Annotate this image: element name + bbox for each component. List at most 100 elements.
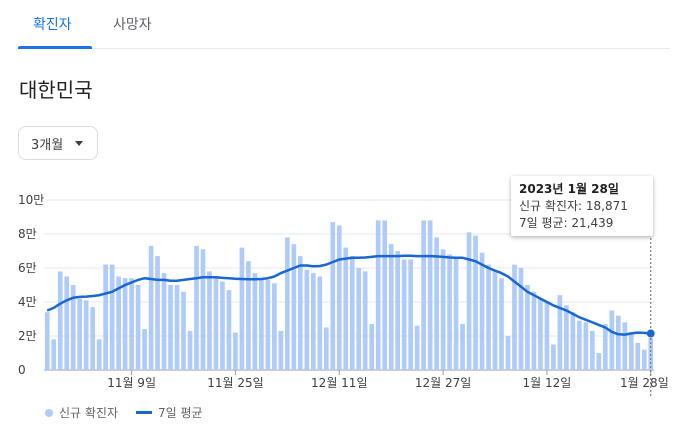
case-bar bbox=[628, 334, 634, 370]
case-bar bbox=[83, 300, 89, 370]
cases-chart[interactable]: 0 2만 4만 6만 8만 10만 11월 9일 11월 25일 12월 11일 12월 27일 1… bbox=[0, 175, 685, 400]
case-bar bbox=[323, 327, 329, 370]
case-bar bbox=[518, 268, 524, 370]
case-bar bbox=[492, 271, 498, 370]
case-bar bbox=[194, 245, 199, 370]
case-bar bbox=[252, 273, 258, 370]
case-bar bbox=[434, 237, 439, 370]
case-bar bbox=[317, 276, 323, 370]
case-bar bbox=[544, 302, 550, 370]
case-bar bbox=[382, 220, 388, 370]
tab-deaths[interactable]: 사망자 bbox=[113, 14, 152, 34]
case-bar bbox=[577, 320, 582, 370]
case-bar bbox=[479, 252, 485, 370]
case-bar bbox=[70, 285, 76, 370]
x-tick-label: 12월 11일 bbox=[311, 376, 367, 390]
case-bar bbox=[142, 329, 147, 370]
x-tick-label: 12월 27일 bbox=[415, 376, 471, 390]
case-bar bbox=[362, 271, 368, 370]
case-bar bbox=[395, 251, 401, 370]
case-bar bbox=[615, 315, 621, 370]
x-tick-label: 1월 28일 bbox=[620, 376, 669, 390]
case-bar bbox=[609, 310, 615, 370]
region-title: 대한민국 bbox=[19, 78, 93, 102]
case-bar bbox=[401, 259, 407, 370]
chart-tooltip: 2023년 1월 28일 신규 확진자: 18,871 7일 평균: 21,43… bbox=[511, 176, 653, 236]
case-bar bbox=[622, 322, 628, 370]
case-bar bbox=[596, 353, 602, 370]
case-bar bbox=[564, 305, 569, 370]
case-bar bbox=[466, 232, 472, 370]
case-bar bbox=[233, 332, 238, 370]
case-bar bbox=[64, 276, 70, 370]
case-bar bbox=[96, 339, 102, 370]
case-bar bbox=[155, 256, 160, 370]
tab-cases[interactable]: 확진자 bbox=[33, 14, 72, 34]
case-bar bbox=[291, 244, 297, 370]
case-bar bbox=[259, 278, 264, 370]
case-bar bbox=[116, 276, 121, 370]
case-bar bbox=[641, 349, 647, 370]
tooltip-average: 7일 평균: 21,439 bbox=[519, 216, 614, 230]
chart-legend: 신규 확진자 7일 평균 bbox=[45, 404, 203, 421]
tooltip-cases: 신규 확진자: 18,871 bbox=[519, 199, 628, 213]
case-bar bbox=[304, 269, 310, 370]
case-bar bbox=[187, 330, 193, 370]
case-bar bbox=[557, 295, 563, 370]
case-bar bbox=[499, 278, 504, 370]
range-selector-value: 3개월 bbox=[31, 137, 64, 153]
case-bar bbox=[447, 254, 452, 370]
case-bar bbox=[343, 247, 349, 370]
x-tick-label: 1월 12일 bbox=[523, 376, 572, 390]
y-tick-label: 2만 bbox=[18, 329, 37, 343]
case-bar bbox=[168, 285, 173, 370]
case-bar bbox=[525, 285, 530, 370]
case-bar bbox=[635, 342, 641, 370]
case-bar bbox=[103, 264, 108, 370]
case-bar bbox=[531, 291, 537, 370]
case-bar bbox=[109, 264, 115, 370]
average-line bbox=[46, 254, 651, 336]
case-bar bbox=[388, 244, 394, 370]
range-selector[interactable]: 3개월 bbox=[18, 126, 98, 160]
case-bar bbox=[90, 307, 96, 370]
y-tick-label: 4만 bbox=[18, 295, 37, 309]
case-bar bbox=[473, 235, 478, 370]
case-bar bbox=[207, 271, 212, 370]
case-bar bbox=[602, 324, 608, 370]
case-bar bbox=[310, 273, 316, 370]
case-bar bbox=[583, 322, 589, 370]
legend-cases-swatch bbox=[45, 408, 53, 417]
case-bar bbox=[200, 249, 206, 370]
legend-average-swatch bbox=[136, 411, 153, 414]
y-tick-label: 0 bbox=[18, 363, 26, 377]
case-bar bbox=[129, 278, 134, 370]
case-bar bbox=[408, 259, 413, 370]
case-bar bbox=[505, 336, 511, 370]
case-bar bbox=[349, 256, 355, 370]
case-bar bbox=[297, 256, 303, 370]
case-bar bbox=[369, 324, 375, 370]
case-bar bbox=[239, 247, 245, 370]
case-bar bbox=[135, 285, 141, 370]
case-bar bbox=[375, 220, 381, 370]
tab-cases-label: 확진자 bbox=[33, 17, 72, 33]
case-bar bbox=[51, 339, 57, 370]
case-bar bbox=[421, 220, 426, 370]
case-bar bbox=[226, 290, 232, 370]
case-bar bbox=[356, 268, 362, 370]
average-endpoint-dot bbox=[646, 329, 655, 338]
legend-average-label: 7일 평균 bbox=[158, 406, 203, 420]
case-bar bbox=[213, 276, 219, 370]
y-tick-label: 10만 bbox=[18, 193, 44, 207]
case-bar bbox=[161, 273, 167, 370]
active-tab-indicator bbox=[18, 46, 92, 49]
legend-cases-label: 신규 확진자 bbox=[59, 406, 119, 420]
tab-bar: 확진자 사망자 bbox=[18, 0, 670, 49]
case-bar bbox=[77, 298, 83, 370]
tab-deaths-label: 사망자 bbox=[113, 17, 152, 33]
case-bar bbox=[336, 225, 342, 370]
x-tick-label: 11월 25일 bbox=[207, 376, 263, 390]
case-bar bbox=[486, 264, 491, 370]
case-bar bbox=[414, 325, 420, 370]
